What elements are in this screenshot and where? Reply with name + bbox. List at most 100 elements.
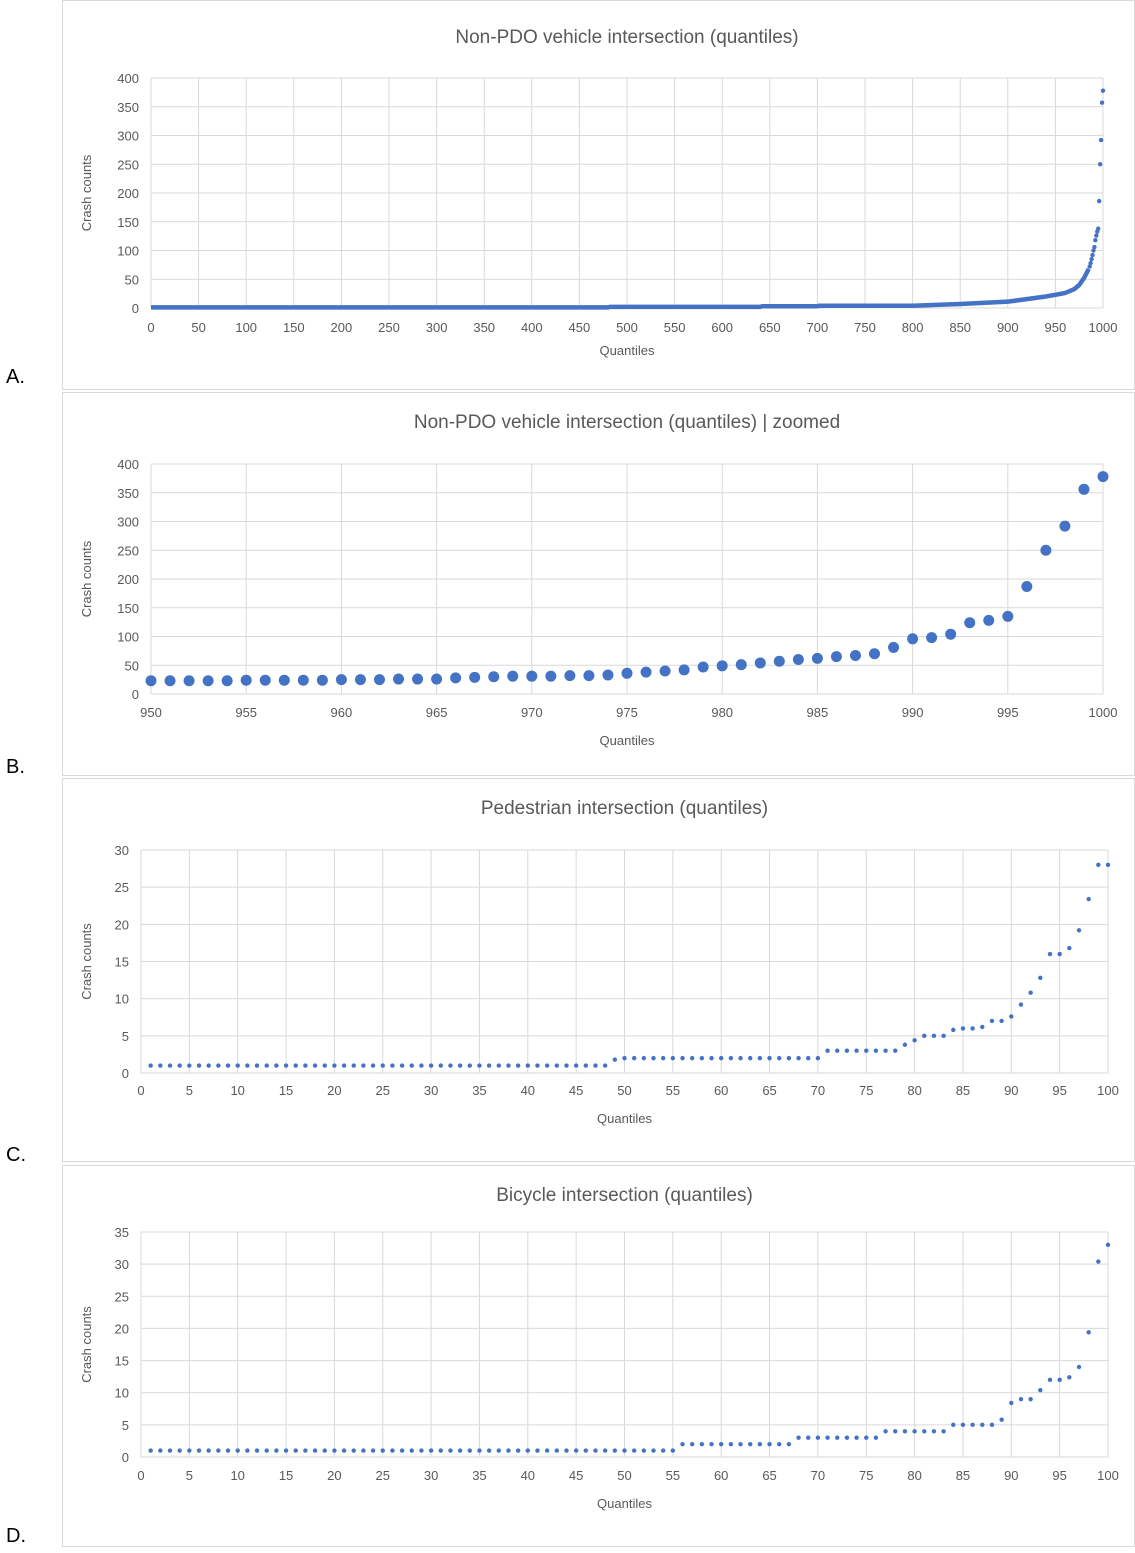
- data-point: [1086, 896, 1091, 902]
- data-point: [1018, 1396, 1024, 1402]
- x-tick-label: 65: [762, 1468, 776, 1483]
- x-tick-label: 1000: [1089, 705, 1118, 720]
- data-point: [1086, 1330, 1091, 1335]
- data-point: [240, 674, 252, 686]
- data-point: [678, 664, 690, 676]
- x-tick-label: 350: [473, 320, 495, 335]
- data-point: [564, 670, 576, 682]
- data-point: [393, 673, 405, 685]
- x-tick-label: 5: [186, 1468, 193, 1483]
- data-point: [883, 1429, 888, 1434]
- data-point: [554, 1448, 560, 1453]
- chart-title: Pedestrian intersection (quantiles): [481, 798, 768, 819]
- data-point: [902, 1042, 908, 1047]
- x-tick-label: 200: [331, 320, 353, 335]
- x-tick-label: 0: [137, 1468, 144, 1483]
- data-point: [486, 1063, 492, 1068]
- data-point: [373, 674, 385, 686]
- x-tick-label: 50: [191, 320, 205, 335]
- data-point: [748, 1441, 753, 1447]
- x-tick-label: 95: [1052, 1468, 1066, 1483]
- data-point: [796, 1435, 801, 1440]
- x-tick-label: 10: [230, 1083, 244, 1098]
- data-point: [390, 1448, 395, 1453]
- data-point: [980, 1024, 985, 1030]
- data-point: [922, 1429, 927, 1434]
- data-point: [167, 1063, 173, 1068]
- data-point: [602, 1063, 608, 1068]
- data-point: [830, 651, 842, 663]
- x-tick-label: 25: [376, 1468, 390, 1483]
- chart-title: Bicycle intersection (quantiles): [496, 1185, 753, 1206]
- data-point: [431, 673, 443, 685]
- data-point: [719, 1055, 724, 1061]
- data-point: [931, 1033, 937, 1039]
- x-tick-label: 550: [664, 320, 686, 335]
- data-point: [960, 1026, 966, 1031]
- x-tick-label: 55: [666, 1468, 680, 1483]
- data-point: [196, 1448, 202, 1453]
- x-tick-label: 60: [714, 1083, 728, 1098]
- y-tick-label: 50: [125, 658, 139, 673]
- data-point: [641, 1448, 647, 1453]
- data-point: [145, 675, 157, 687]
- x-tick-label: 1000: [1089, 320, 1118, 335]
- data-point: [922, 1033, 927, 1039]
- data-point: [806, 1435, 811, 1440]
- data-point: [960, 1422, 966, 1428]
- data-point: [303, 1448, 308, 1453]
- data-point: [409, 1063, 414, 1068]
- data-point: [525, 1448, 530, 1453]
- data-point: [525, 1063, 530, 1068]
- data-point: [593, 1063, 598, 1068]
- x-tick-label: 50: [617, 1468, 631, 1483]
- data-point: [409, 1448, 414, 1453]
- data-point: [496, 1448, 501, 1453]
- data-point: [354, 674, 366, 686]
- data-point: [689, 1441, 695, 1447]
- data-point: [1096, 862, 1101, 868]
- x-tick-label: 650: [759, 320, 781, 335]
- data-point: [1096, 198, 1102, 204]
- x-tick-label: 150: [283, 320, 305, 335]
- data-point: [854, 1435, 859, 1440]
- data-point: [515, 1063, 521, 1068]
- data-point: [1089, 256, 1094, 262]
- data-point: [970, 1026, 975, 1031]
- x-tick-label: 80: [907, 1083, 921, 1098]
- x-tick-label: 15: [279, 1468, 293, 1483]
- x-tick-label: 100: [235, 320, 257, 335]
- data-point: [370, 1063, 376, 1068]
- data-point: [477, 1063, 482, 1068]
- data-point: [1057, 1377, 1062, 1383]
- y-tick-label: 250: [117, 543, 139, 558]
- data-point: [767, 1441, 772, 1447]
- data-point: [341, 1063, 347, 1068]
- x-tick-label: 100: [1097, 1083, 1119, 1098]
- data-point: [312, 1063, 318, 1068]
- data-point: [148, 1448, 153, 1453]
- data-point: [716, 660, 728, 672]
- x-tick-label: 850: [949, 320, 971, 335]
- data-point: [564, 1063, 569, 1068]
- x-axis-label: Quantiles: [597, 1496, 652, 1511]
- y-tick-label: 350: [117, 486, 139, 501]
- y-tick-label: 25: [115, 1289, 129, 1304]
- data-point: [448, 1063, 453, 1068]
- data-point: [1009, 1400, 1014, 1406]
- data-point: [390, 1063, 395, 1068]
- data-point: [869, 648, 881, 660]
- data-point: [332, 1063, 337, 1068]
- data-point: [999, 1018, 1004, 1024]
- data-point: [631, 1448, 637, 1453]
- data-point: [573, 1448, 579, 1453]
- data-point: [438, 1063, 443, 1068]
- data-point: [980, 1422, 985, 1428]
- x-tick-label: 900: [997, 320, 1019, 335]
- data-point: [941, 1033, 946, 1039]
- y-tick-label: 300: [117, 129, 139, 144]
- data-point: [1099, 100, 1105, 105]
- data-point: [507, 670, 519, 682]
- data-point: [297, 674, 309, 686]
- data-point: [526, 670, 538, 682]
